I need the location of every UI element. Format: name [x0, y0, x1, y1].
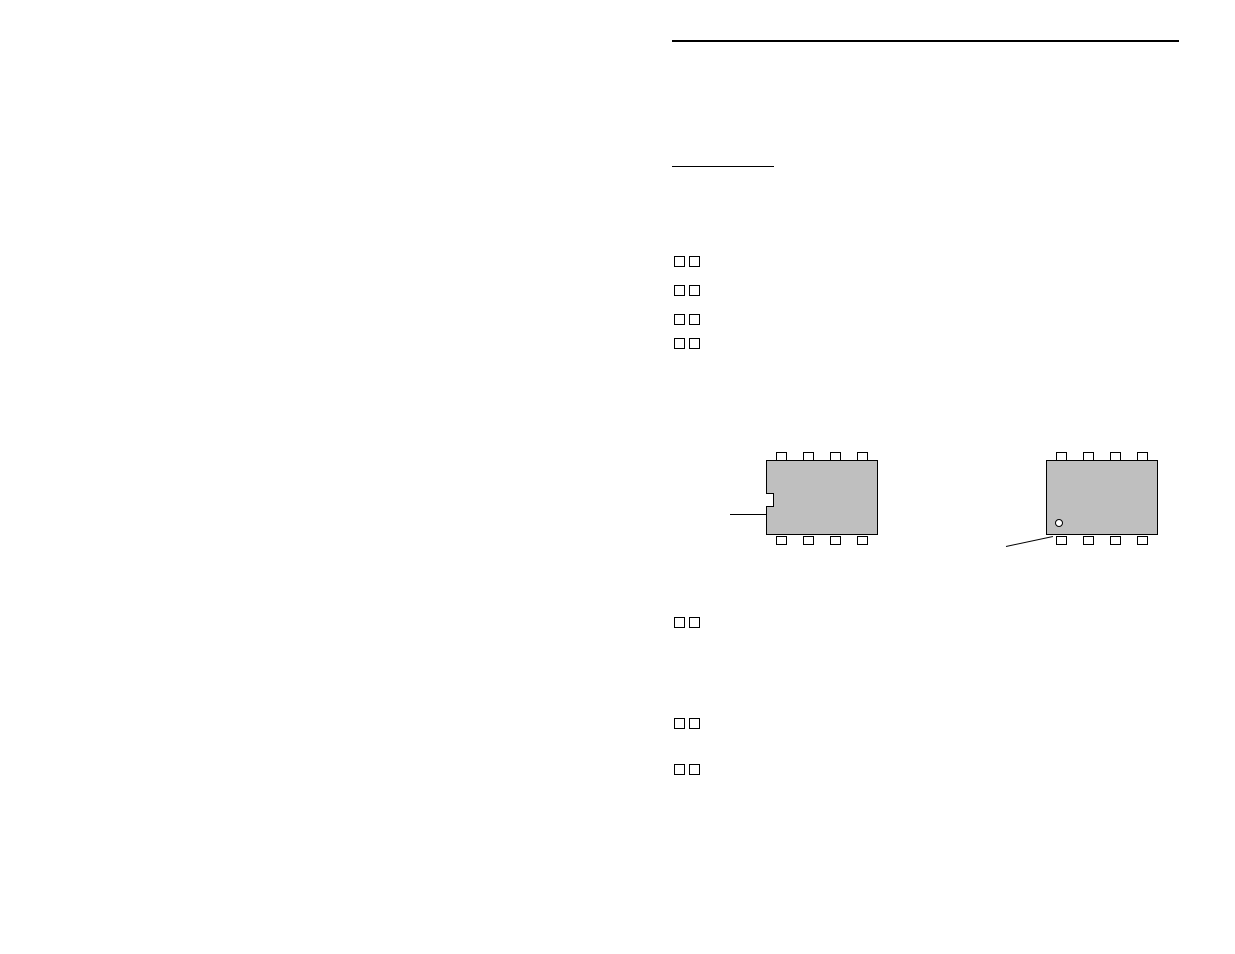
checkbox-row-7 — [674, 762, 700, 780]
checkbox[interactable] — [674, 718, 685, 729]
chip-pin — [830, 452, 841, 461]
chip-pin — [803, 452, 814, 461]
chip-pin — [1110, 536, 1121, 545]
checkbox[interactable] — [674, 314, 685, 325]
checkbox[interactable] — [689, 338, 700, 349]
checkbox[interactable] — [674, 338, 685, 349]
checkbox[interactable] — [689, 285, 700, 296]
chip-pin — [1110, 452, 1121, 461]
checkbox-row-2 — [674, 283, 700, 301]
checkbox-row-4 — [674, 336, 700, 354]
checkbox-row-6 — [674, 716, 700, 734]
chip-pin — [857, 536, 868, 545]
chip-notch-icon — [766, 493, 774, 507]
chip-pin — [1083, 536, 1094, 545]
chip-pin — [1056, 452, 1067, 461]
rule-top — [672, 40, 1179, 42]
chip-dot-icon — [1055, 519, 1063, 527]
chip-pin — [1137, 536, 1148, 545]
chip-pin — [857, 452, 868, 461]
chip-body — [766, 460, 878, 535]
checkbox[interactable] — [674, 285, 685, 296]
chip-pin — [776, 536, 787, 545]
chip-pin — [1137, 452, 1148, 461]
checkbox[interactable] — [689, 617, 700, 628]
checkbox[interactable] — [689, 718, 700, 729]
checkbox-row-1 — [674, 254, 700, 272]
chip-pin — [1056, 536, 1067, 545]
checkbox[interactable] — [689, 256, 700, 267]
chip-pin — [830, 536, 841, 545]
chip-diagram-dot — [1000, 460, 1200, 535]
checkbox[interactable] — [689, 764, 700, 775]
pin1-leader-line — [1006, 536, 1053, 547]
chip-pin — [776, 452, 787, 461]
checkbox[interactable] — [674, 256, 685, 267]
checkbox-row-5 — [674, 615, 700, 633]
pin1-leader-line — [730, 514, 766, 515]
section-underline — [672, 166, 774, 167]
checkbox[interactable] — [674, 764, 685, 775]
chip-pin — [803, 536, 814, 545]
checkbox-row-3 — [674, 312, 700, 330]
checkbox[interactable] — [674, 617, 685, 628]
chip-pin — [1083, 452, 1094, 461]
checkbox[interactable] — [689, 314, 700, 325]
chip-diagram-notch — [720, 460, 920, 535]
chip-body — [1046, 460, 1158, 535]
